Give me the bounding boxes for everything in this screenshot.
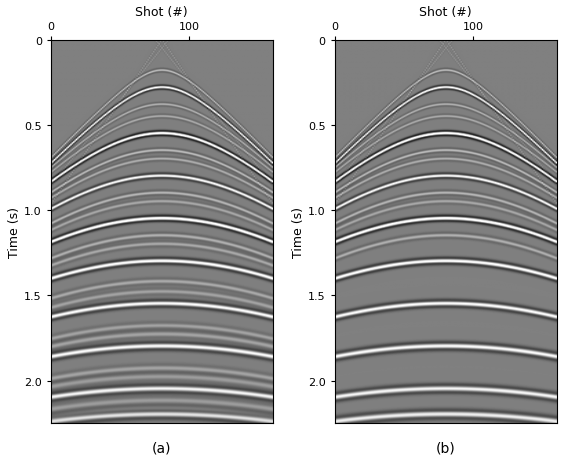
X-axis label: Shot (#): Shot (#) [136, 6, 188, 20]
X-axis label: Shot (#): Shot (#) [419, 6, 472, 20]
Text: (b): (b) [436, 440, 455, 455]
Text: (a): (a) [152, 440, 172, 455]
Y-axis label: Time (s): Time (s) [8, 207, 21, 258]
Y-axis label: Time (s): Time (s) [292, 207, 305, 258]
